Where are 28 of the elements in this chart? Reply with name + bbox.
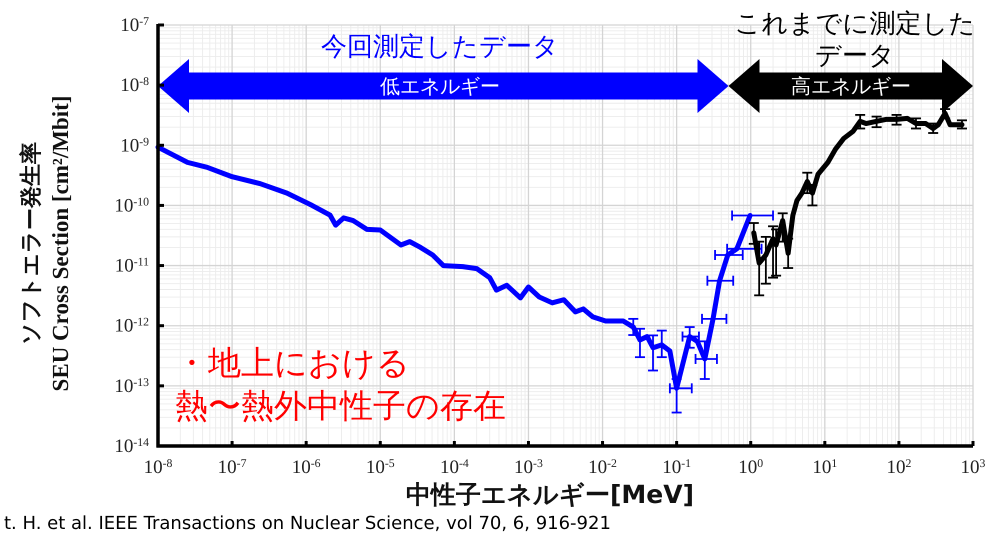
y-tick-label: 10$^{-12}$ [114,315,150,337]
x-tick-label: 10$^{0}$ [738,456,764,478]
annotation: 高エネルギー [790,74,911,98]
annotation: 今回測定したデータ [320,32,559,62]
y-tick-label: 10$^{-13}$ [114,375,150,397]
y-tick-label: 10$^{-7}$ [120,14,150,36]
text: t. H. et al. IEEE Transactions on Nuclear Science, vol 70, 6, 916-921 [4,513,611,534]
y-tick-label: 10$^{-14}$ [114,436,150,457]
y-tick-label: 10$^{-10}$ [114,194,150,216]
y-tick-label: 10$^{-9}$ [120,134,150,156]
x-tick-label: 10$^{2}$ [886,456,912,478]
y-axis-title: ソフトエラー発生率 SEU Cross Section [cm²/Mbit] [18,96,73,392]
x-tick-label: 10$^{-5}$ [366,456,395,478]
annotation: 低エネルギー [380,74,500,98]
annotation: これまでに測定したデータ [734,9,976,72]
annotation: ・地上における熱〜熱外中性子の存在 [175,343,506,425]
x-tick-label: 10$^{-3}$ [514,456,543,478]
x-tick-label: 10$^{1}$ [812,456,838,478]
x-tick-label: 10$^{3}$ [960,456,986,478]
x-tick-label: 10$^{-1}$ [662,456,692,478]
x-tick-label: 10$^{-7}$ [218,456,247,478]
x-tick-label: 10$^{-2}$ [588,456,618,478]
x-tick-label: 10$^{-8}$ [144,456,173,478]
y-tick-label: 10$^{-8}$ [120,74,150,96]
x-tick-label: 10$^{-4}$ [440,456,469,478]
x-axis-title: 中性子エネルギー[MeV] [406,480,694,509]
x-tick-label: 10$^{-6}$ [292,456,321,478]
y-tick-label: 10$^{-11}$ [114,255,150,277]
